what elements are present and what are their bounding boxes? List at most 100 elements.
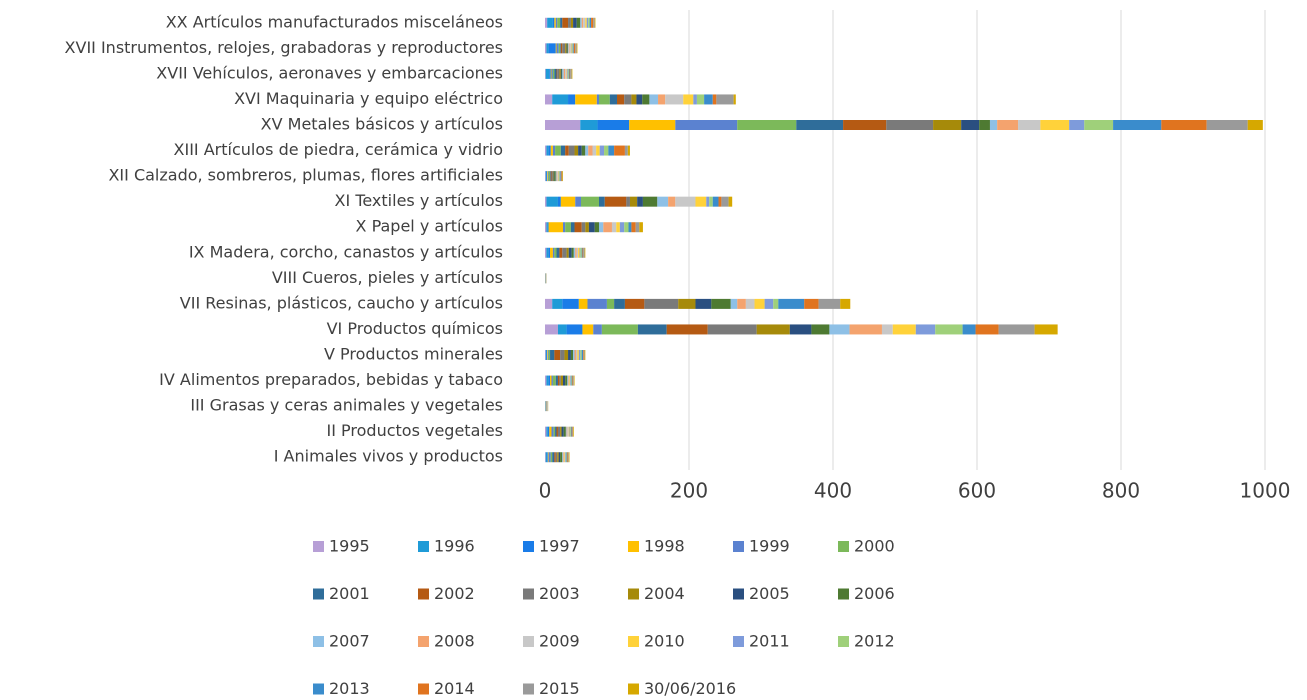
bar-segment: [778, 298, 805, 309]
legend-label: 1995: [329, 537, 370, 556]
legend-swatch: [628, 636, 639, 647]
x-tick-label: 1000: [1240, 479, 1291, 503]
bar-segment: [711, 298, 731, 309]
bar-segment: [550, 350, 555, 360]
bar-segment: [716, 94, 734, 105]
bar-segment: [573, 350, 575, 360]
bar-segment: [642, 94, 650, 105]
bar-segment: [545, 196, 547, 207]
bar-segment: [557, 17, 561, 28]
bar-segment: [548, 145, 551, 156]
bar-segment: [557, 375, 560, 386]
bar-segment: [961, 120, 980, 130]
bar-segment: [545, 145, 547, 156]
category-label: XI Textiles y artículos: [335, 191, 503, 210]
bar-segment: [721, 196, 729, 207]
bar-segment: [554, 350, 561, 360]
bar-segment: [560, 196, 576, 207]
bar-segment: [562, 171, 563, 182]
bar-segment: [545, 68, 546, 79]
bar-segment: [552, 247, 555, 258]
bar-segment: [594, 222, 599, 233]
bar-segment: [564, 452, 566, 463]
bar-segment: [559, 171, 561, 182]
bar-segment: [568, 43, 569, 54]
bar-segment: [707, 324, 757, 335]
bar-segment: [611, 222, 617, 233]
bar-segment: [568, 452, 569, 463]
bar-segment: [582, 324, 594, 335]
legend-label: 2006: [854, 584, 895, 603]
bar-segment: [624, 145, 628, 156]
bar-segment: [578, 247, 580, 258]
bar-segment: [549, 426, 552, 437]
legend-label: 1998: [644, 537, 685, 556]
bar-segment: [574, 145, 579, 156]
bar-segment: [560, 452, 563, 463]
bar-segment: [545, 68, 550, 79]
bar-segment: [552, 298, 563, 309]
bar-segment: [565, 452, 567, 463]
legend-label: 2015: [539, 679, 580, 698]
bar-segment: [568, 426, 570, 437]
bar-segment: [565, 43, 567, 54]
bar-segment: [570, 426, 572, 437]
bar-segment: [568, 43, 570, 54]
bar-segment: [644, 298, 679, 309]
bar-segment: [567, 375, 569, 386]
bar-segment: [581, 145, 586, 156]
bar-segment: [754, 298, 765, 309]
bar-segment: [581, 17, 584, 28]
bar-segment: [599, 196, 605, 207]
bar-segment: [575, 196, 581, 207]
bar-segment: [545, 350, 547, 360]
bar-segment: [567, 452, 569, 463]
bar-segment: [935, 324, 963, 335]
legend-swatch: [523, 683, 534, 695]
bar-segment: [571, 68, 573, 79]
legend-label: 30/06/2016: [644, 679, 736, 698]
bar-segment: [773, 298, 779, 309]
bar-segment: [733, 94, 736, 105]
bar-segment: [578, 350, 581, 360]
bar-segment: [568, 452, 570, 463]
bar-segment: [570, 43, 572, 54]
bar-segment: [550, 171, 551, 182]
bar-segment: [745, 298, 755, 309]
bar-segment: [547, 171, 549, 182]
legend-swatch: [628, 683, 639, 695]
bar-segment: [635, 222, 640, 233]
bar-segment: [604, 145, 609, 156]
bar-segment: [546, 222, 548, 233]
bar-segment: [556, 43, 559, 54]
bar-segment: [818, 298, 841, 309]
category-label: XIII Artículos de piedra, cerámica y vid…: [174, 140, 503, 159]
bar-segment: [588, 17, 590, 28]
bar-segment: [556, 426, 558, 437]
bar-segment: [568, 247, 572, 258]
legend-swatch: [418, 683, 429, 695]
bar-segment: [555, 145, 561, 156]
bar-segment: [975, 324, 999, 335]
bar-segment: [557, 196, 561, 207]
bar-segment: [604, 196, 627, 207]
bar-segment: [567, 426, 569, 437]
category-label: XVI Maquinaria y equipo eléctrico: [234, 89, 503, 108]
bar-segment: [560, 145, 566, 156]
legend-label: 1997: [539, 537, 580, 556]
legend-swatch: [418, 636, 429, 647]
bar-segment: [565, 426, 567, 437]
bar-segment: [570, 350, 574, 360]
bar-segment: [573, 375, 575, 386]
bar-segment: [554, 68, 557, 79]
bar-segment: [572, 426, 574, 437]
bar-segment: [678, 298, 696, 309]
bar-segment: [608, 145, 615, 156]
bar-segment: [560, 171, 561, 182]
legend-label: 2010: [644, 632, 685, 651]
bar-segment: [1247, 120, 1263, 130]
bar-segment: [585, 222, 589, 233]
bar-segment: [706, 196, 710, 207]
bar-segment: [560, 350, 565, 360]
bar-segment: [583, 17, 586, 28]
